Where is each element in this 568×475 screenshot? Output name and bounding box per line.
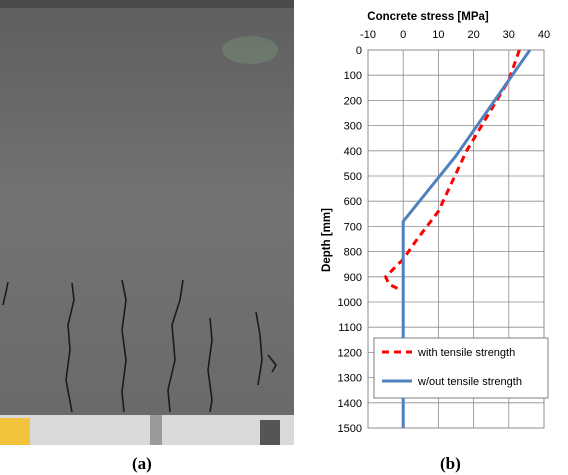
x-tick-label: -10 <box>360 29 376 41</box>
y-tick-label: 400 <box>344 146 362 158</box>
legend-box <box>373 337 549 399</box>
stress-depth-chart: Concrete stress [MPa] -10 0 10 20 30 40010020… <box>321 11 550 435</box>
y-tick-label: 1500 <box>338 423 362 435</box>
y-tick-label: 700 <box>344 221 362 233</box>
caption-b: (b) <box>440 454 461 473</box>
y-tick-label: 900 <box>344 272 362 284</box>
legend-label-with-tensile: with tensile strength <box>417 347 515 359</box>
x-tick-label: 20 <box>467 29 479 41</box>
y-tick-label: 500 <box>344 171 362 183</box>
y-tick-label: 100 <box>344 70 362 82</box>
cracks <box>2 279 277 413</box>
wall-surface <box>0 0 294 415</box>
support-post <box>150 415 162 445</box>
series-without-tensile-strength <box>401 49 532 428</box>
x-tick-label: 10 <box>432 29 444 41</box>
y-tick-label: 800 <box>344 247 362 259</box>
y-axis-label: Depth [mm] <box>321 208 333 272</box>
legend: with tensile strength w/out tensile stre… <box>373 337 549 399</box>
crack-4 <box>167 279 184 413</box>
crack-7 <box>267 354 277 373</box>
green-reflection <box>222 36 278 64</box>
legend-label-without-tensile: w/out tensile strength <box>417 376 522 388</box>
y-tick-label: 0 <box>356 45 362 57</box>
y-tick-label: 1400 <box>338 398 362 410</box>
x-tick-label: 30 <box>503 29 515 41</box>
crack-1 <box>2 281 9 306</box>
crack-2 <box>65 282 75 413</box>
crack-6 <box>255 311 263 386</box>
x-tick-label: 40 <box>538 29 550 41</box>
floor-strip <box>0 415 294 445</box>
chart-title: Concrete stress [MPa] <box>367 11 489 23</box>
floor-device <box>260 420 280 445</box>
y-tick-label: 1100 <box>338 322 362 334</box>
y-tick-label: 600 <box>344 196 362 208</box>
concrete-wall-photo <box>0 0 294 445</box>
series-with-tensile-strength <box>384 49 521 291</box>
crack-5 <box>207 317 213 413</box>
crack-3 <box>121 279 127 413</box>
y-tick-label: 1000 <box>338 297 362 309</box>
y-tick-label: 200 <box>344 95 362 107</box>
wall-top-edge <box>0 0 294 8</box>
x-tick-label: 0 <box>400 29 406 41</box>
y-tick-label: 1200 <box>338 347 362 359</box>
caption-a: (a) <box>132 454 152 473</box>
y-tick-label: 1300 <box>338 373 362 385</box>
y-tick-label: 300 <box>344 121 362 133</box>
yellow-equipment <box>0 418 30 445</box>
